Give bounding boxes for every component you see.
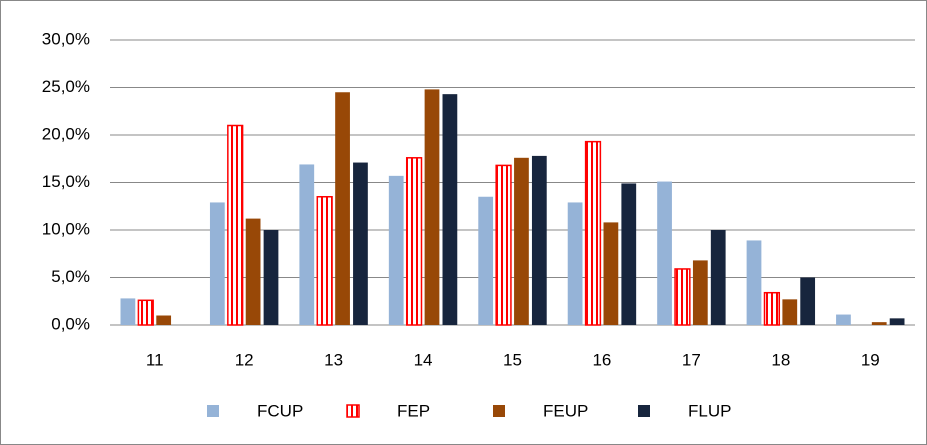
x-tick-label: 14 [414,350,433,369]
bar [209,202,225,325]
bar [531,155,547,325]
x-tick-label: 13 [324,350,343,369]
x-tick-label: 18 [771,350,790,369]
x-tick-label: 19 [861,350,880,369]
bar [692,260,708,325]
legend-swatch [346,404,360,418]
y-tick-label: 0,0% [51,314,90,333]
bar [335,92,350,325]
bar [746,240,762,325]
bar [782,299,798,325]
bar [889,318,905,325]
bar [621,183,637,325]
y-tick-label: 5,0% [51,267,90,286]
bar [836,314,851,325]
legend-label: FCUP [257,401,303,420]
y-tick-label: 20,0% [42,124,90,143]
bar [299,164,315,325]
bar [227,124,244,326]
x-tick-label: 11 [146,350,164,369]
bar [316,196,333,326]
bar [405,157,423,326]
legend-swatch [493,405,505,417]
y-tick-label: 25,0% [42,77,90,96]
legend-label: FEUP [543,401,588,420]
bar [674,268,691,326]
x-tick-label: 12 [235,350,254,369]
legend-swatch [207,405,219,417]
y-tick-label: 30,0% [42,29,90,48]
x-tick-label: 16 [592,350,611,369]
bar [763,291,781,326]
bar [514,157,529,325]
legend-swatch [638,405,650,417]
legend-label: FEP [397,401,430,420]
bar [603,222,619,325]
bar [478,196,494,325]
bar [871,322,887,325]
bar [388,175,404,325]
y-tick-label: 10,0% [42,219,90,238]
bar [495,164,512,326]
bar [657,181,672,325]
bar [137,299,154,326]
bar [353,162,368,325]
bar [424,89,440,326]
bar [710,230,726,325]
bar [584,140,602,326]
bar [567,202,583,325]
legend-label: FLUP [688,401,731,420]
x-tick-label: 17 [682,350,701,369]
y-tick-label: 15,0% [42,172,90,191]
bar [442,94,458,326]
bar [245,218,261,325]
bar [156,315,172,325]
x-tick-label: 15 [503,350,522,369]
bar [263,230,279,325]
bar [120,298,136,325]
bar [800,277,816,325]
